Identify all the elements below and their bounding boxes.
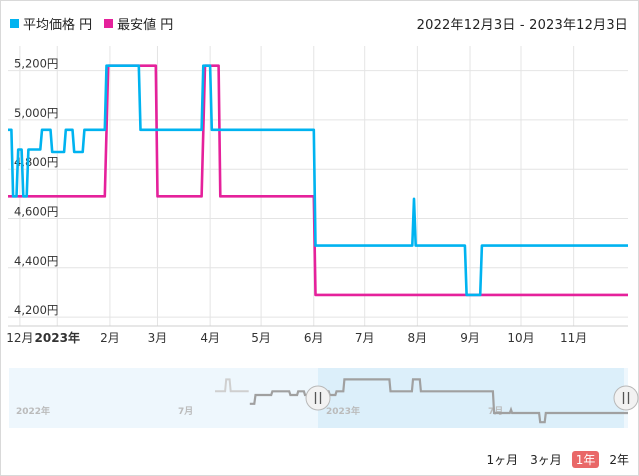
navigator-series-outside	[215, 378, 249, 393]
range-button-2-years[interactable]: 2年	[609, 453, 629, 467]
x-tick-label: 11月	[560, 331, 587, 345]
date-range-label: 2022年12月3日 - 2023年12月3日	[416, 18, 628, 33]
horizontal-gridlines	[8, 70, 628, 318]
x-tick-label: 8月	[408, 331, 428, 345]
navigator-tick-label: 7月	[488, 406, 503, 417]
navigator-right-handle[interactable]	[613, 385, 639, 411]
x-tick-label: 9月	[460, 331, 480, 345]
navigator-tick-label: 2022年	[16, 405, 50, 417]
navigator-selected-range[interactable]	[318, 368, 624, 428]
vertical-gridlines	[8, 46, 628, 327]
series-line-average	[8, 64, 628, 297]
range-button-1-month[interactable]: 1ヶ月	[486, 453, 519, 467]
y-axis-ticks: 4,200円 4,400円 4,600円 4,800円 5,000円 5,200円	[14, 57, 58, 317]
legend-label-lowest: 最安値 円	[117, 18, 174, 33]
legend-swatch-lowest	[104, 19, 114, 28]
navigator-left-handle[interactable]	[305, 385, 331, 411]
x-tick-label: 5月	[251, 331, 271, 345]
x-tick-label: 2023年	[35, 330, 80, 345]
navigator-series	[249, 378, 628, 424]
pause-bars-icon	[622, 392, 630, 404]
y-tick-label: 5,000円	[14, 106, 58, 120]
navigator-tick-label: 7月	[178, 406, 193, 417]
navigator: 2022年 7月 2023年 7月	[9, 368, 639, 428]
x-tick-label: 2月	[100, 331, 120, 345]
x-tick-label: 7月	[355, 331, 375, 345]
y-tick-label: 4,200円	[14, 303, 58, 317]
series-lines	[8, 64, 628, 297]
y-tick-label: 4,600円	[14, 205, 58, 219]
y-tick-label: 4,400円	[14, 254, 58, 268]
pause-bars-icon	[314, 392, 322, 404]
x-tick-label: 4月	[200, 331, 220, 345]
legend-swatch-average	[10, 19, 19, 28]
x-tick-label: 10月	[507, 331, 534, 345]
navigator-tick-label: 2023年	[326, 405, 360, 417]
legend-item-lowest[interactable]: 最安値 円	[104, 14, 173, 33]
range-selector: 1ヶ月 3ヶ月 1年 2年	[476, 451, 631, 468]
range-button-3-months[interactable]: 3ヶ月	[530, 453, 562, 467]
x-tick-label: 12月	[6, 331, 33, 345]
x-tick-label: 3月	[148, 331, 168, 345]
legend-label-average: 平均価格 円	[23, 18, 93, 33]
y-tick-label: 5,200円	[14, 57, 58, 71]
x-tick-label: 6月	[304, 331, 324, 345]
x-axis-ticks: 12月 2023年 2月 3月 4月 5月 6月 7月 8月 9月 10月 11月	[6, 330, 587, 345]
series-line-lowest	[8, 64, 628, 297]
legend: 平均価格 円 最安値 円	[10, 14, 185, 33]
range-button-1-year[interactable]: 1年	[571, 451, 600, 468]
legend-item-average[interactable]: 平均価格 円	[10, 14, 92, 33]
y-tick-label: 4,800円	[14, 155, 58, 169]
